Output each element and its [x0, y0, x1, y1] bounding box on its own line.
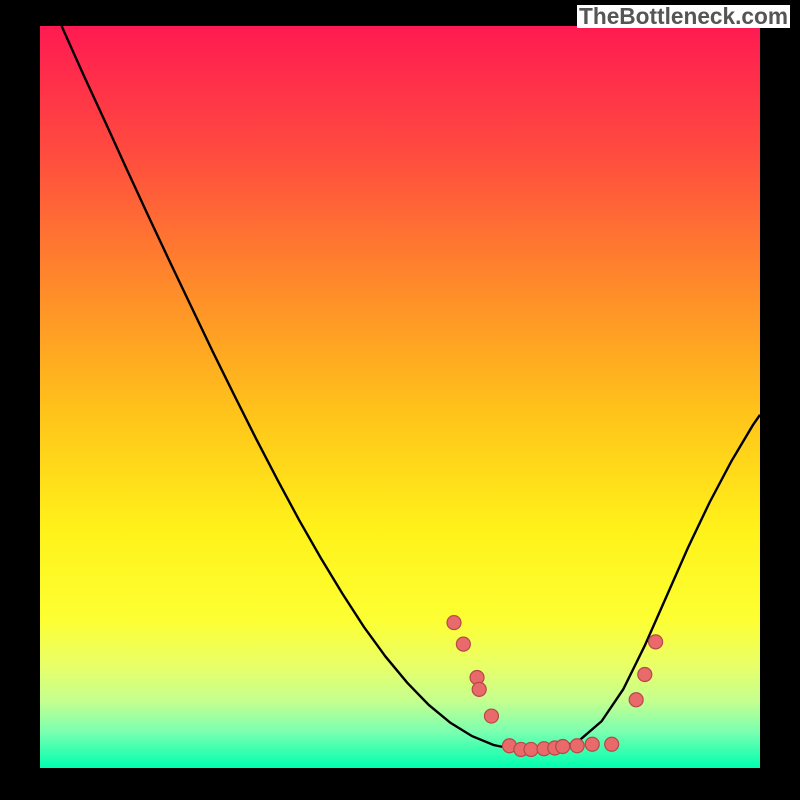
data-marker [524, 742, 538, 756]
data-marker [484, 709, 498, 723]
data-marker [456, 637, 470, 651]
data-marker [472, 682, 486, 696]
data-marker [638, 668, 652, 682]
data-marker [570, 739, 584, 753]
watermark-label: TheBottleneck.com [577, 5, 790, 28]
chart-frame: TheBottleneck.com [0, 0, 800, 800]
data-marker [447, 616, 461, 630]
bottleneck-chart [0, 0, 800, 800]
data-marker [605, 737, 619, 751]
data-marker [649, 635, 663, 649]
data-marker [556, 739, 570, 753]
data-marker [629, 693, 643, 707]
plot-background [40, 26, 760, 768]
data-marker [585, 737, 599, 751]
